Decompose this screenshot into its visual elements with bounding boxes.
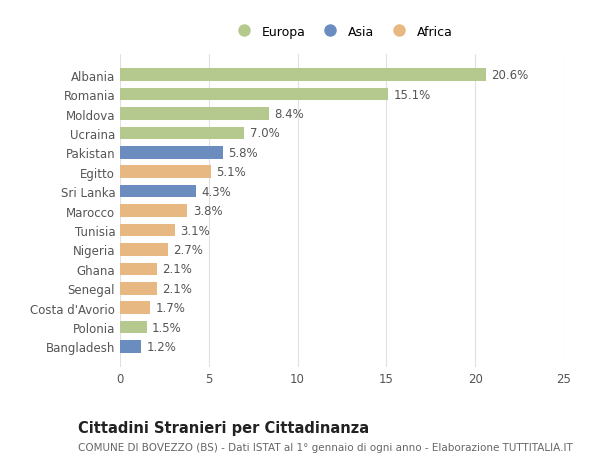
Text: 5.1%: 5.1%	[216, 166, 245, 179]
Bar	[120, 166, 211, 179]
Text: 3.1%: 3.1%	[181, 224, 210, 237]
Text: 15.1%: 15.1%	[394, 89, 431, 101]
Text: 4.3%: 4.3%	[202, 185, 232, 198]
Text: 20.6%: 20.6%	[491, 69, 529, 82]
Text: 3.8%: 3.8%	[193, 205, 223, 218]
Bar	[120, 108, 269, 121]
Text: 1.7%: 1.7%	[155, 302, 185, 314]
Text: 2.1%: 2.1%	[163, 263, 193, 276]
Text: 7.0%: 7.0%	[250, 127, 280, 140]
Bar	[120, 69, 486, 82]
Bar	[120, 127, 244, 140]
Bar	[120, 321, 146, 334]
Bar	[120, 89, 388, 101]
Bar	[120, 224, 175, 237]
Bar	[120, 205, 187, 218]
Bar	[120, 244, 168, 256]
Text: 1.2%: 1.2%	[146, 340, 176, 353]
Bar	[120, 282, 157, 295]
Text: COMUNE DI BOVEZZO (BS) - Dati ISTAT al 1° gennaio di ogni anno - Elaborazione TU: COMUNE DI BOVEZZO (BS) - Dati ISTAT al 1…	[78, 442, 573, 452]
Text: 2.7%: 2.7%	[173, 243, 203, 257]
Legend: Europa, Asia, Africa: Europa, Asia, Africa	[227, 21, 458, 44]
Text: 1.5%: 1.5%	[152, 321, 182, 334]
Text: Cittadini Stranieri per Cittadinanza: Cittadini Stranieri per Cittadinanza	[78, 420, 369, 435]
Bar	[120, 185, 196, 198]
Bar	[120, 263, 157, 275]
Bar	[120, 341, 142, 353]
Text: 2.1%: 2.1%	[163, 282, 193, 295]
Bar	[120, 147, 223, 159]
Bar	[120, 302, 150, 314]
Text: 5.8%: 5.8%	[229, 146, 258, 160]
Text: 8.4%: 8.4%	[275, 108, 304, 121]
